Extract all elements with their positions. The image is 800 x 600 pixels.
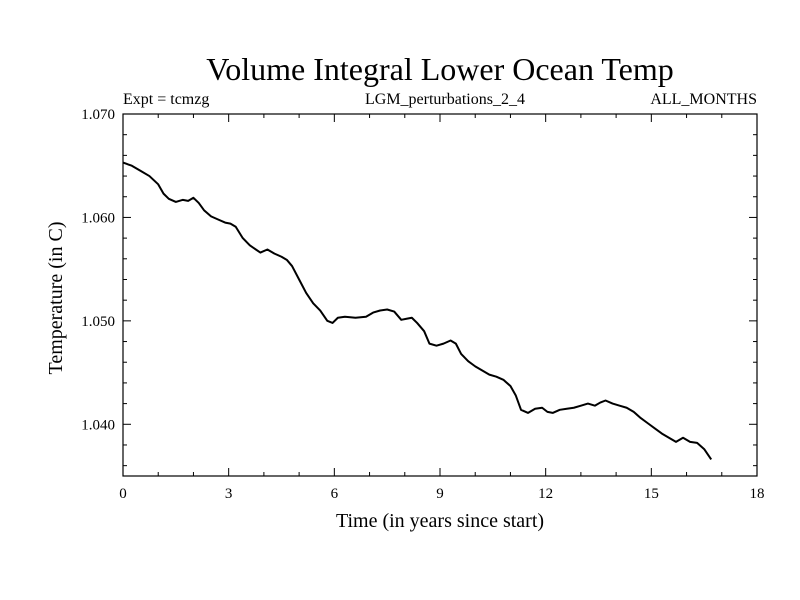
plot-frame — [122, 113, 758, 477]
x-tick-label: 12 — [538, 486, 553, 502]
x-tick-label: 18 — [750, 486, 765, 502]
y-tick-label: 1.060 — [81, 210, 115, 226]
x-tick-label: 3 — [225, 486, 233, 502]
x-axis-tick-labels: 0 3 6 9 12 15 18 — [119, 486, 764, 502]
y-tick-label: 1.050 — [81, 314, 115, 330]
y-axis-label: Temperature (in C) — [45, 222, 67, 375]
series-line — [122, 161, 713, 461]
subtitle-right: ALL_MONTHS — [650, 91, 757, 108]
x-tick-label: 9 — [436, 486, 444, 502]
chart-title: Volume Integral Lower Ocean Temp — [206, 51, 674, 87]
x-tick-label: 15 — [644, 486, 659, 502]
x-axis-ticks — [122, 114, 758, 476]
y-tick-label: 1.040 — [81, 417, 115, 433]
y-tick-label: 1.070 — [81, 107, 115, 123]
subtitle-left: Expt = tcmzg — [123, 91, 209, 108]
x-tick-label: 0 — [119, 486, 127, 502]
x-tick-label: 6 — [331, 486, 339, 502]
subtitle-center: LGM_perturbations_2_4 — [365, 91, 525, 108]
x-axis-label: Time (in years since start) — [336, 510, 544, 532]
y-axis-tick-labels: 1.040 1.050 1.060 1.070 — [81, 107, 115, 433]
y-axis-ticks — [123, 113, 757, 467]
